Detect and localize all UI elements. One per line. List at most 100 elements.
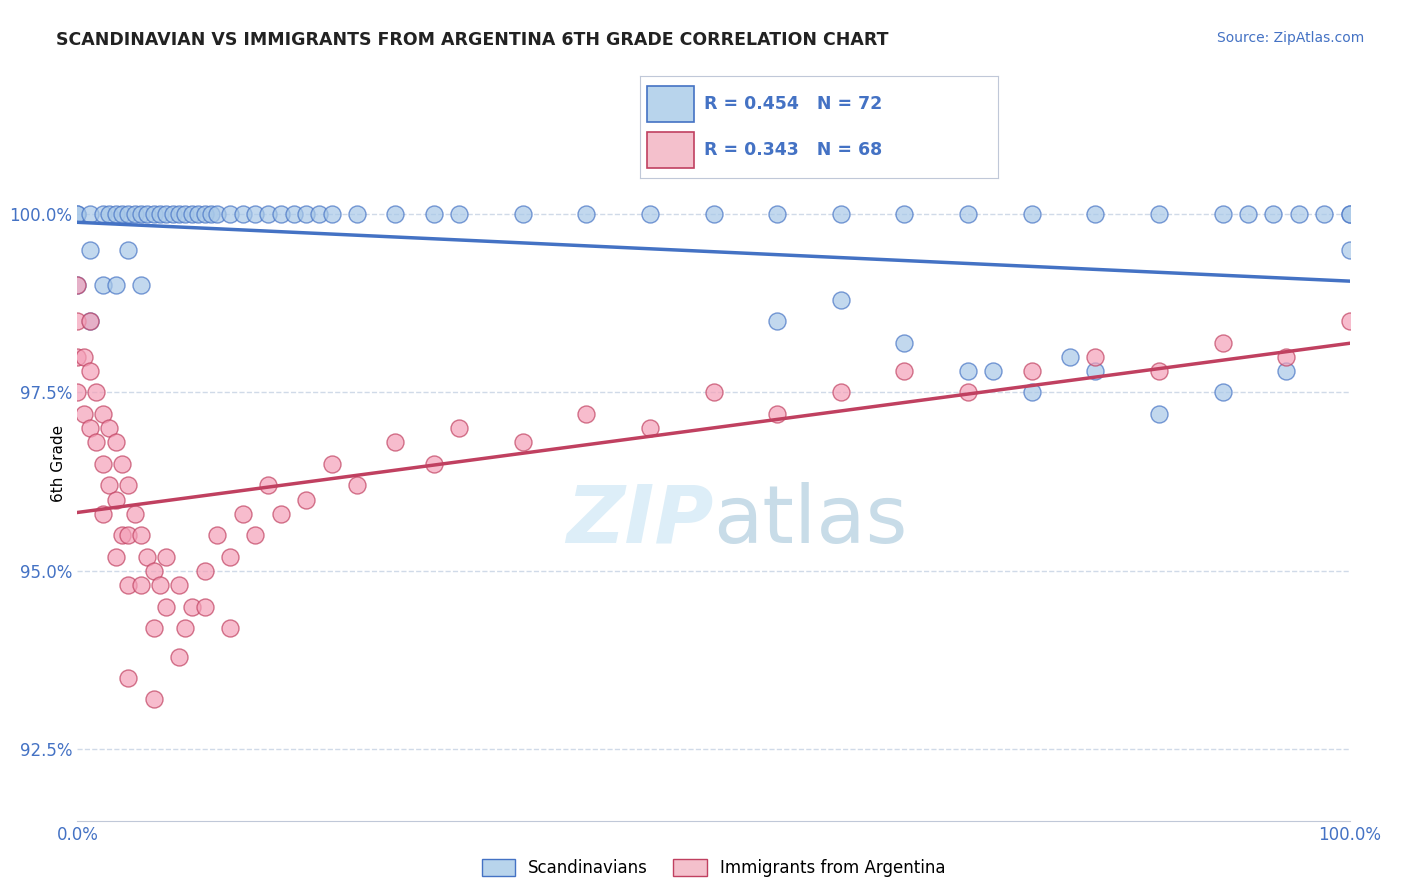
Point <box>91 278 114 293</box>
Point <box>91 207 114 221</box>
Text: ZIP: ZIP <box>567 482 714 560</box>
Point <box>830 293 852 307</box>
Point <box>321 207 343 221</box>
Point <box>1059 350 1081 364</box>
Point <box>66 207 89 221</box>
Point <box>1263 207 1285 221</box>
Bar <box>647 132 693 168</box>
Point <box>270 507 292 521</box>
Point <box>830 207 852 221</box>
Point <box>86 435 108 450</box>
Point <box>1021 207 1043 221</box>
Point <box>219 207 242 221</box>
Point <box>384 207 406 221</box>
Point <box>129 278 152 293</box>
Point <box>149 578 172 592</box>
Point <box>638 421 661 435</box>
Y-axis label: 6th Grade: 6th Grade <box>51 425 66 502</box>
Point <box>219 621 242 635</box>
Point <box>893 207 915 221</box>
Point <box>638 207 661 221</box>
Point <box>117 578 139 592</box>
Point <box>295 492 318 507</box>
Point <box>219 549 242 564</box>
Point <box>232 207 254 221</box>
Point <box>124 507 146 521</box>
Point <box>104 435 127 450</box>
Point <box>194 564 217 578</box>
Point <box>142 564 165 578</box>
Point <box>142 207 165 221</box>
Point <box>232 507 254 521</box>
Text: R = 0.454   N = 72: R = 0.454 N = 72 <box>704 95 883 113</box>
Point <box>1212 207 1234 221</box>
Point <box>142 692 165 706</box>
Point <box>575 407 598 421</box>
Point <box>167 207 190 221</box>
Point <box>174 621 197 635</box>
Point <box>1084 350 1107 364</box>
Point <box>180 207 202 221</box>
Legend: Scandinavians, Immigrants from Argentina: Scandinavians, Immigrants from Argentina <box>475 852 952 884</box>
Point <box>187 207 209 221</box>
Point <box>111 457 134 471</box>
Point <box>66 385 89 400</box>
Point <box>245 207 267 221</box>
Point <box>86 385 108 400</box>
Point <box>1212 335 1234 350</box>
Point <box>117 207 139 221</box>
Point <box>346 207 368 221</box>
Point <box>117 478 139 492</box>
Text: atlas: atlas <box>714 482 908 560</box>
Point <box>66 350 89 364</box>
Point <box>957 364 980 378</box>
Point <box>79 207 101 221</box>
Point <box>1212 385 1234 400</box>
Point <box>703 207 725 221</box>
Point <box>129 528 152 542</box>
Point <box>346 478 368 492</box>
Point <box>766 207 789 221</box>
Point <box>162 207 184 221</box>
Text: Source: ZipAtlas.com: Source: ZipAtlas.com <box>1216 31 1364 45</box>
Point <box>117 528 139 542</box>
Text: SCANDINAVIAN VS IMMIGRANTS FROM ARGENTINA 6TH GRADE CORRELATION CHART: SCANDINAVIAN VS IMMIGRANTS FROM ARGENTIN… <box>56 31 889 49</box>
Point <box>1313 207 1336 221</box>
Point <box>1237 207 1260 221</box>
Point <box>1288 207 1310 221</box>
Point <box>1084 207 1107 221</box>
Point <box>1084 364 1107 378</box>
Point <box>893 364 915 378</box>
Point <box>257 478 280 492</box>
Point <box>129 578 152 592</box>
Point <box>91 507 114 521</box>
Point <box>983 364 1005 378</box>
Point <box>384 435 406 450</box>
Point <box>73 407 96 421</box>
Point <box>703 385 725 400</box>
Point <box>207 207 229 221</box>
Point <box>155 599 177 614</box>
Point <box>512 207 534 221</box>
Point <box>104 492 127 507</box>
Point <box>270 207 292 221</box>
Point <box>957 207 980 221</box>
Point <box>66 278 89 293</box>
Point <box>79 314 101 328</box>
Point <box>73 350 96 364</box>
Point <box>167 649 190 664</box>
Point <box>174 207 197 221</box>
Point <box>104 549 127 564</box>
Point <box>66 314 89 328</box>
Point <box>1021 385 1043 400</box>
Point <box>136 207 159 221</box>
Point <box>66 278 89 293</box>
Point <box>257 207 280 221</box>
Point <box>422 207 444 221</box>
Point <box>104 278 127 293</box>
Point <box>1339 314 1361 328</box>
Point <box>1339 207 1361 221</box>
Point <box>66 207 89 221</box>
Point <box>79 243 101 257</box>
Point <box>766 407 789 421</box>
